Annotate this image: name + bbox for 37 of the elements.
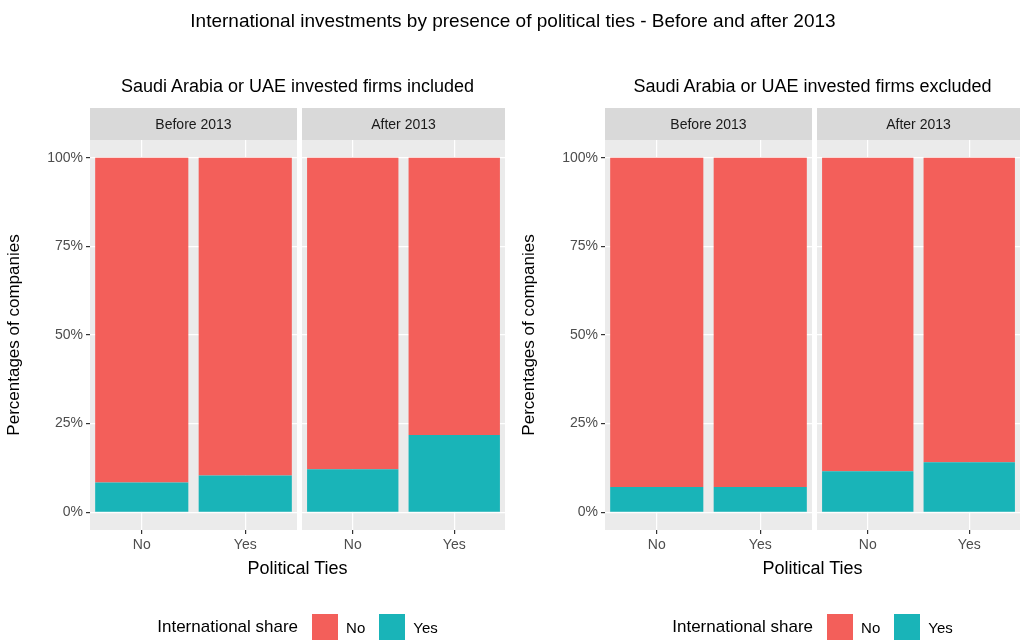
bar [198,475,292,512]
bar [95,482,189,512]
y-tick-label: 75% [54,237,83,254]
text: International investments by presence of political ties - Before and after 2013 [189,10,837,32]
chart-title: Before 2013 [90,108,297,140]
x-tick-label: Yes [748,536,772,553]
x-tick-label: No [343,536,362,553]
y-axis-title: Percentages of companies [3,234,23,436]
chart-subtitle: Saudi Arabia or UAE invested firms excluded [632,76,993,97]
chart-title: After 2013 [817,108,1020,140]
legend-label: No [861,618,881,636]
chart-title: Before 2013 [605,108,812,140]
x-tick-label: Yes [442,536,466,553]
x-axis-title: Political Ties [761,558,864,579]
legend-label: No [346,618,366,636]
legend-title: International share [157,617,299,637]
y-tick-label: 0% [62,503,83,520]
x-tick-label: Yes [233,536,257,553]
y-tick-label: 25% [569,414,598,431]
chart-title: After 2013 [302,108,505,140]
x-tick-label: No [132,536,151,553]
y-tick-label: 50% [54,325,83,342]
y-tick-label: 75% [569,237,598,254]
y-tick-label: 50% [569,325,598,342]
y-axis-title: Percentages of companies [518,234,538,436]
y-tick-label: 0% [577,503,598,520]
x-axis-title: Political Ties [246,558,349,579]
x-tick-label: No [858,536,877,553]
y-tick-label: 25% [54,414,83,431]
legend-title: International share [672,617,814,637]
x-tick-label: No [647,536,666,553]
chart-subtitle: Saudi Arabia or UAE invested firms included [119,76,476,97]
legend-label: Yes [928,618,953,636]
y-tick-label: 100% [47,148,83,165]
x-tick-label: Yes [957,536,981,553]
legend-label: Yes [413,618,438,636]
y-tick-label: 100% [562,148,598,165]
